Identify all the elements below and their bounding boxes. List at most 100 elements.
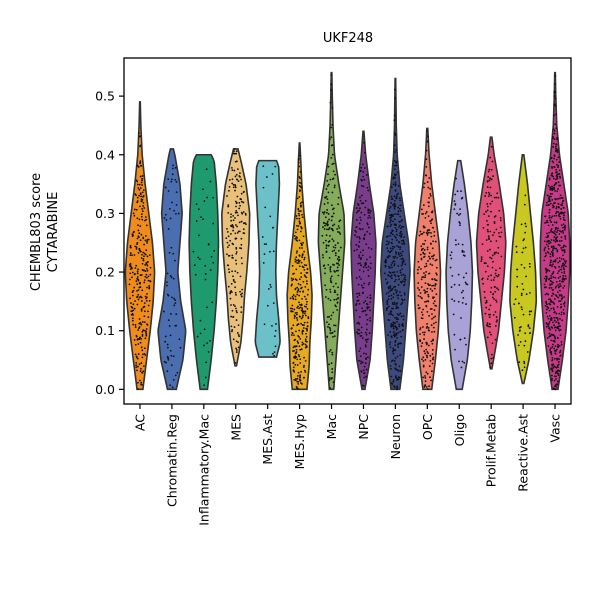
data-point (423, 243, 426, 245)
data-point (428, 255, 430, 258)
data-point (169, 207, 171, 210)
data-point (420, 286, 423, 288)
data-point (234, 217, 236, 219)
data-point (300, 322, 302, 325)
data-point (490, 274, 493, 277)
data-point (549, 200, 551, 203)
data-point (242, 228, 245, 231)
data-point (520, 263, 523, 266)
data-point (297, 383, 300, 385)
data-point (227, 211, 230, 214)
data-point (294, 295, 297, 298)
data-point (141, 321, 144, 323)
data-point (562, 258, 565, 261)
data-point (297, 161, 300, 164)
data-point (331, 178, 334, 181)
data-point (399, 215, 402, 218)
data-point (298, 301, 300, 304)
data-point (392, 260, 395, 263)
data-point (555, 113, 557, 116)
data-point (551, 356, 554, 359)
data-point (330, 74, 333, 76)
data-point (553, 114, 555, 117)
data-point (480, 260, 483, 263)
data-point (435, 272, 438, 275)
data-point (335, 269, 338, 272)
data-point (550, 229, 553, 232)
data-point (549, 202, 552, 205)
data-point (395, 251, 397, 253)
data-point (397, 307, 400, 309)
data-point (387, 286, 390, 288)
data-point (398, 241, 401, 244)
data-point (146, 240, 148, 243)
data-point (389, 219, 392, 222)
data-point (228, 189, 230, 192)
data-point (520, 292, 523, 295)
data-point (225, 237, 228, 240)
data-point (488, 168, 491, 171)
data-point (137, 229, 140, 232)
data-point (559, 194, 562, 197)
data-point (389, 290, 392, 292)
data-point (550, 339, 553, 342)
data-point (298, 210, 301, 213)
data-point (545, 280, 548, 282)
data-point (167, 190, 170, 192)
data-point (433, 309, 436, 311)
data-point (386, 240, 388, 243)
data-point (141, 179, 143, 182)
data-point (491, 342, 494, 345)
data-point (303, 258, 306, 261)
data-point (557, 321, 560, 324)
data-point (551, 374, 553, 377)
data-point (302, 290, 305, 293)
data-point (486, 205, 489, 208)
data-point (297, 335, 300, 337)
data-point (172, 277, 175, 280)
data-point (235, 160, 238, 163)
data-point (400, 274, 403, 277)
data-point (362, 185, 365, 188)
data-point (327, 223, 329, 226)
data-point (273, 335, 276, 337)
data-point (324, 239, 327, 242)
data-point (140, 337, 143, 340)
data-point (426, 351, 429, 353)
data-point (395, 333, 398, 336)
data-point (390, 249, 393, 252)
data-point (301, 310, 304, 313)
data-point (563, 296, 565, 298)
data-point (299, 202, 302, 205)
data-point (132, 212, 135, 215)
data-point (390, 241, 393, 244)
data-point (403, 278, 405, 280)
data-point (551, 174, 554, 177)
data-point (299, 376, 301, 379)
data-point (363, 234, 366, 237)
data-point (401, 268, 403, 271)
data-point (332, 240, 335, 242)
data-point (144, 216, 147, 218)
data-point (294, 378, 297, 380)
data-point (193, 264, 196, 267)
data-point (296, 239, 299, 242)
data-point (495, 274, 498, 277)
data-point (299, 362, 302, 364)
data-point (393, 332, 396, 335)
data-point (390, 375, 393, 378)
data-point (402, 273, 405, 276)
data-point (426, 181, 429, 183)
data-point (394, 164, 396, 167)
data-point (204, 376, 207, 379)
data-point (171, 201, 173, 204)
data-point (560, 303, 562, 306)
data-point (427, 135, 430, 138)
data-point (422, 225, 425, 228)
data-point (427, 295, 430, 298)
data-point (485, 210, 487, 213)
data-point (301, 331, 304, 333)
data-point (431, 247, 434, 250)
data-point (197, 208, 200, 211)
data-point (273, 351, 276, 354)
